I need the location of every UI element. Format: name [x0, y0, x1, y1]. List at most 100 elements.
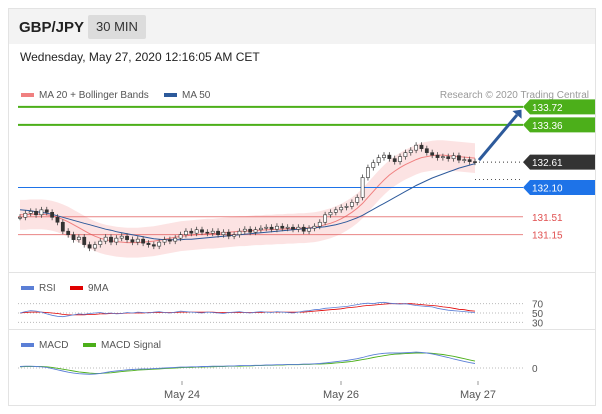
candle-body [430, 152, 435, 156]
candle-body [264, 226, 269, 229]
forecast-arrow-shaft [477, 113, 519, 162]
resistance-tag-1 [523, 117, 595, 133]
candle-body [23, 213, 28, 218]
candle-body [146, 242, 151, 245]
candle-body [141, 238, 146, 244]
candle-body [275, 225, 279, 230]
support-label-4: 131.51 [532, 213, 563, 224]
pivot-tag-3 [523, 179, 595, 195]
resistance-label-1: 133.36 [532, 121, 563, 132]
legend-ma50: MA 50 [164, 90, 210, 101]
candle-body [398, 156, 402, 162]
candle-body [248, 228, 253, 233]
x-tick-label: May 26 [323, 389, 359, 401]
resistance-tag-0 [523, 99, 595, 115]
ma20-line [20, 154, 476, 244]
research-credit: Research © 2020 Trading Central [439, 90, 589, 101]
legend-macd: MACD [21, 340, 68, 351]
rsi-9ma-line [19, 303, 476, 316]
candle-body [200, 229, 204, 233]
candle-body [189, 230, 194, 234]
current-tag-2 [523, 154, 595, 170]
currency-pair-title: GBP/JPY [19, 19, 85, 36]
candle-body [328, 212, 333, 216]
candle-body [205, 231, 210, 234]
candle-body [103, 236, 108, 242]
candle-body [109, 236, 113, 243]
candle-body [44, 209, 49, 213]
candle-body [82, 236, 87, 245]
candle-body [323, 214, 328, 223]
candle-body [71, 234, 76, 240]
candle-body [194, 229, 199, 234]
candle-body [291, 226, 295, 230]
legend-macd-signal: MACD Signal [83, 340, 161, 351]
chart-header: GBP/JPY 30 MIN [9, 9, 595, 44]
candle-body [301, 226, 306, 232]
legend-swatch-ma20 [21, 93, 34, 98]
legend-rsi-9ma: 9MA [70, 283, 109, 294]
candle-body [114, 237, 119, 243]
candle-body [349, 202, 354, 207]
legend-swatch-rsi [21, 286, 34, 291]
candle-body [419, 144, 424, 149]
legend-label-ma20: MA 20 + Bollinger Bands [39, 90, 149, 101]
candle-body [317, 221, 322, 227]
candle-body [457, 155, 461, 161]
legend-label-macd-signal: MACD Signal [101, 340, 162, 351]
candle-body [151, 244, 156, 247]
candle-body [333, 209, 338, 213]
candle-body [125, 235, 129, 240]
ma50-line [19, 163, 476, 241]
candle-body [355, 197, 360, 203]
candle-body [135, 238, 140, 243]
x-tick-label: May 27 [460, 389, 496, 401]
candle-body [371, 162, 376, 168]
candle-body [178, 234, 183, 239]
candle-body [130, 239, 135, 243]
candle-body [366, 167, 370, 178]
candle-body [60, 221, 65, 232]
candle-body [296, 226, 301, 230]
legend-rsi: RSI [21, 283, 56, 294]
candle-body [237, 230, 242, 235]
rsi-tick-label: 50 [532, 309, 544, 320]
macd-signal-line [19, 352, 476, 374]
chart-datetime: Wednesday, May 27, 2020 12:16:05 AM CET [20, 50, 260, 64]
rsi-tick-label: 30 [532, 318, 544, 329]
candle-body [435, 154, 440, 158]
candle-body [451, 155, 456, 159]
legend-ma20-bollinger: MA 20 + Bollinger Bands [21, 90, 149, 101]
candle-body [473, 161, 477, 163]
candle-body [50, 212, 55, 218]
rsi-tick-label: 70 [532, 300, 544, 311]
support-label-5: 131.15 [532, 231, 563, 242]
timeframe-badge[interactable]: 30 MIN [88, 15, 146, 39]
candle-body [98, 240, 103, 245]
candle-body [173, 237, 178, 242]
candle-body [28, 211, 33, 214]
candle-body [258, 227, 263, 231]
candle-body [392, 158, 397, 162]
candle-body [87, 244, 92, 249]
candle-body [76, 236, 81, 240]
legend-label-9ma: 9MA [88, 283, 109, 294]
candle-body [462, 159, 467, 161]
candle-body [403, 152, 408, 157]
candle-body [93, 244, 97, 249]
macd-divider [9, 329, 595, 330]
candle-body [269, 226, 274, 230]
candle-body [387, 154, 392, 159]
pivot-label-3: 132.10 [532, 183, 563, 194]
candle-body [424, 148, 429, 153]
legend-label-ma50: MA 50 [182, 90, 211, 101]
candle-body [446, 156, 451, 159]
legend-swatch-macd [21, 343, 34, 348]
chart-canvas: 133.72 133.36 132.61 132.10 131.51 131.15 7050… [18, 99, 595, 401]
candle-body [232, 234, 237, 237]
candle-body [34, 211, 38, 216]
candle-body [312, 225, 317, 229]
candle-body [376, 157, 381, 163]
candle-body [157, 241, 162, 247]
candle-body [344, 206, 349, 208]
